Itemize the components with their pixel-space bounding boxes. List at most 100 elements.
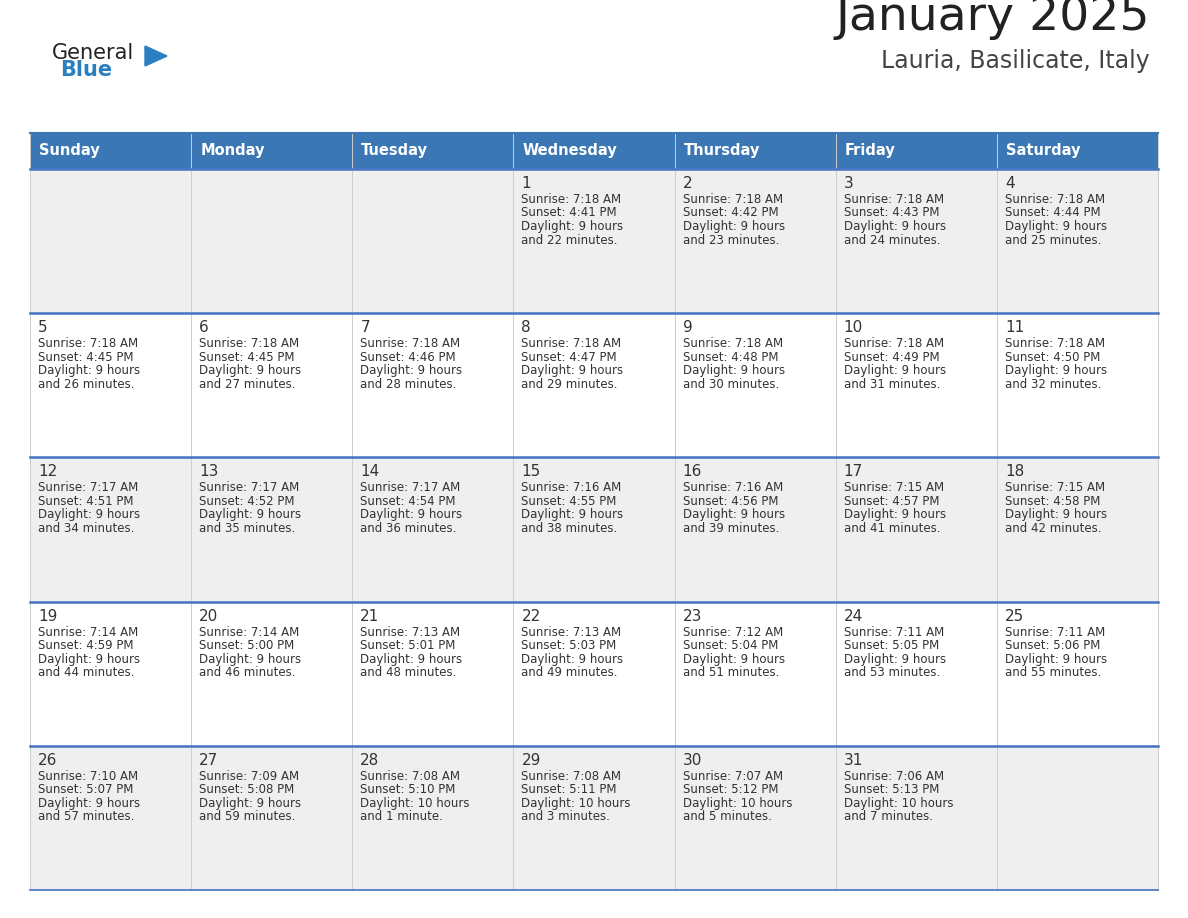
Text: and 39 minutes.: and 39 minutes. — [683, 522, 779, 535]
Text: and 53 minutes.: and 53 minutes. — [843, 666, 940, 679]
Bar — [675, 133, 835, 169]
Text: Daylight: 9 hours: Daylight: 9 hours — [843, 653, 946, 666]
Text: 10: 10 — [843, 320, 862, 335]
Text: Daylight: 10 hours: Daylight: 10 hours — [522, 797, 631, 810]
Text: Monday: Monday — [200, 143, 265, 159]
Text: 26: 26 — [38, 753, 57, 767]
Text: Sunset: 4:55 PM: Sunset: 4:55 PM — [522, 495, 617, 508]
Text: Sunrise: 7:18 AM: Sunrise: 7:18 AM — [843, 337, 943, 350]
Text: and 30 minutes.: and 30 minutes. — [683, 377, 779, 391]
Text: and 1 minute.: and 1 minute. — [360, 811, 443, 823]
Text: and 35 minutes.: and 35 minutes. — [200, 522, 296, 535]
Text: Sunset: 5:03 PM: Sunset: 5:03 PM — [522, 639, 617, 652]
Text: Daylight: 10 hours: Daylight: 10 hours — [683, 797, 792, 810]
Text: Sunset: 4:52 PM: Sunset: 4:52 PM — [200, 495, 295, 508]
Text: 14: 14 — [360, 465, 379, 479]
Text: Sunrise: 7:18 AM: Sunrise: 7:18 AM — [1005, 337, 1105, 350]
Text: Sunset: 4:56 PM: Sunset: 4:56 PM — [683, 495, 778, 508]
Text: 16: 16 — [683, 465, 702, 479]
Text: Sunrise: 7:18 AM: Sunrise: 7:18 AM — [38, 337, 138, 350]
Text: 15: 15 — [522, 465, 541, 479]
Text: Daylight: 9 hours: Daylight: 9 hours — [1005, 653, 1107, 666]
Text: Daylight: 9 hours: Daylight: 9 hours — [360, 364, 462, 377]
Text: Lauria, Basilicate, Italy: Lauria, Basilicate, Italy — [881, 49, 1150, 73]
Text: Daylight: 9 hours: Daylight: 9 hours — [522, 220, 624, 233]
Text: and 28 minutes.: and 28 minutes. — [360, 377, 456, 391]
Text: Sunset: 4:41 PM: Sunset: 4:41 PM — [522, 207, 617, 219]
Text: Daylight: 9 hours: Daylight: 9 hours — [200, 364, 302, 377]
Text: Daylight: 9 hours: Daylight: 9 hours — [200, 797, 302, 810]
Text: and 25 minutes.: and 25 minutes. — [1005, 233, 1101, 247]
Text: Daylight: 9 hours: Daylight: 9 hours — [38, 509, 140, 521]
Text: Daylight: 9 hours: Daylight: 9 hours — [522, 653, 624, 666]
Text: 29: 29 — [522, 753, 541, 767]
Text: Daylight: 9 hours: Daylight: 9 hours — [522, 509, 624, 521]
Text: Sunrise: 7:18 AM: Sunrise: 7:18 AM — [360, 337, 461, 350]
Text: Sunset: 5:10 PM: Sunset: 5:10 PM — [360, 783, 456, 796]
Text: Sunset: 4:51 PM: Sunset: 4:51 PM — [38, 495, 133, 508]
Text: Sunday: Sunday — [39, 143, 100, 159]
Text: Sunrise: 7:10 AM: Sunrise: 7:10 AM — [38, 770, 138, 783]
Text: Sunset: 5:00 PM: Sunset: 5:00 PM — [200, 639, 295, 652]
Text: and 32 minutes.: and 32 minutes. — [1005, 377, 1101, 391]
Text: Sunrise: 7:15 AM: Sunrise: 7:15 AM — [1005, 481, 1105, 495]
Text: and 34 minutes.: and 34 minutes. — [38, 522, 134, 535]
Text: Saturday: Saturday — [1006, 143, 1080, 159]
Text: Sunset: 4:46 PM: Sunset: 4:46 PM — [360, 351, 456, 364]
Bar — [997, 133, 1158, 169]
Text: Sunset: 4:44 PM: Sunset: 4:44 PM — [1005, 207, 1100, 219]
Text: Sunrise: 7:09 AM: Sunrise: 7:09 AM — [200, 770, 299, 783]
Text: and 49 minutes.: and 49 minutes. — [522, 666, 618, 679]
Text: Sunset: 4:45 PM: Sunset: 4:45 PM — [38, 351, 133, 364]
Text: 23: 23 — [683, 609, 702, 623]
Text: Sunset: 5:06 PM: Sunset: 5:06 PM — [1005, 639, 1100, 652]
Text: Sunrise: 7:18 AM: Sunrise: 7:18 AM — [200, 337, 299, 350]
Text: and 26 minutes.: and 26 minutes. — [38, 377, 134, 391]
Text: Sunrise: 7:16 AM: Sunrise: 7:16 AM — [522, 481, 621, 495]
Bar — [191, 133, 353, 169]
Text: Blue: Blue — [61, 60, 112, 80]
Bar — [30, 133, 191, 169]
Bar — [30, 169, 1158, 313]
Text: Thursday: Thursday — [683, 143, 760, 159]
Text: 22: 22 — [522, 609, 541, 623]
Bar — [30, 601, 1158, 745]
Text: Sunrise: 7:18 AM: Sunrise: 7:18 AM — [843, 193, 943, 206]
Text: Sunset: 4:42 PM: Sunset: 4:42 PM — [683, 207, 778, 219]
Text: 2: 2 — [683, 176, 693, 191]
Text: Friday: Friday — [845, 143, 896, 159]
Text: Sunrise: 7:13 AM: Sunrise: 7:13 AM — [522, 625, 621, 639]
Text: January 2025: January 2025 — [835, 0, 1150, 40]
Text: Sunset: 4:48 PM: Sunset: 4:48 PM — [683, 351, 778, 364]
Text: Tuesday: Tuesday — [361, 143, 429, 159]
Text: Sunset: 4:47 PM: Sunset: 4:47 PM — [522, 351, 617, 364]
Text: Daylight: 9 hours: Daylight: 9 hours — [1005, 364, 1107, 377]
Text: and 7 minutes.: and 7 minutes. — [843, 811, 933, 823]
Text: Sunrise: 7:15 AM: Sunrise: 7:15 AM — [843, 481, 943, 495]
Text: Daylight: 9 hours: Daylight: 9 hours — [360, 653, 462, 666]
Text: and 57 minutes.: and 57 minutes. — [38, 811, 134, 823]
Text: Sunset: 4:59 PM: Sunset: 4:59 PM — [38, 639, 133, 652]
Text: Sunrise: 7:17 AM: Sunrise: 7:17 AM — [38, 481, 138, 495]
Text: Daylight: 9 hours: Daylight: 9 hours — [38, 797, 140, 810]
Text: Daylight: 9 hours: Daylight: 9 hours — [843, 509, 946, 521]
Text: Sunrise: 7:08 AM: Sunrise: 7:08 AM — [522, 770, 621, 783]
Text: 3: 3 — [843, 176, 853, 191]
Text: 1: 1 — [522, 176, 531, 191]
Text: Sunset: 5:12 PM: Sunset: 5:12 PM — [683, 783, 778, 796]
Text: and 44 minutes.: and 44 minutes. — [38, 666, 134, 679]
Text: Daylight: 9 hours: Daylight: 9 hours — [683, 509, 785, 521]
Text: Sunrise: 7:08 AM: Sunrise: 7:08 AM — [360, 770, 460, 783]
Text: and 51 minutes.: and 51 minutes. — [683, 666, 779, 679]
Text: 7: 7 — [360, 320, 369, 335]
Text: Sunrise: 7:18 AM: Sunrise: 7:18 AM — [683, 337, 783, 350]
Text: Sunset: 4:43 PM: Sunset: 4:43 PM — [843, 207, 940, 219]
Text: Sunset: 5:05 PM: Sunset: 5:05 PM — [843, 639, 939, 652]
Text: Sunset: 5:11 PM: Sunset: 5:11 PM — [522, 783, 617, 796]
Text: Sunrise: 7:14 AM: Sunrise: 7:14 AM — [200, 625, 299, 639]
Text: Sunset: 4:57 PM: Sunset: 4:57 PM — [843, 495, 940, 508]
Bar — [353, 133, 513, 169]
Text: 17: 17 — [843, 465, 862, 479]
Text: Daylight: 9 hours: Daylight: 9 hours — [683, 364, 785, 377]
Text: and 55 minutes.: and 55 minutes. — [1005, 666, 1101, 679]
